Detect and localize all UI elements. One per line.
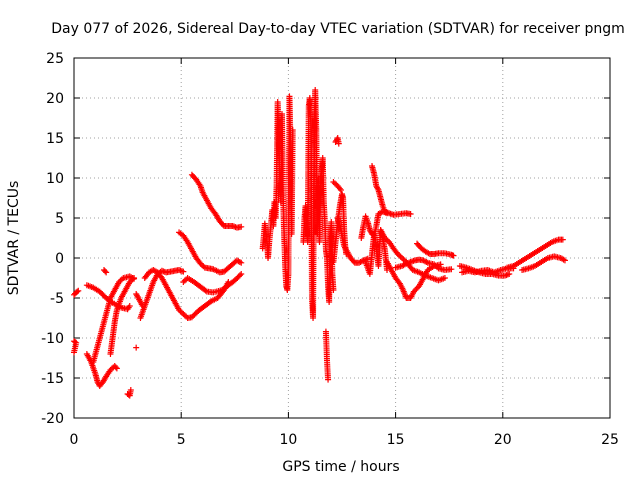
series-arc-15 [188,171,245,231]
series-arc-6 [101,267,110,276]
series-arc-16 [259,93,296,293]
y-tick-label: 0 [55,251,64,267]
y-tick-label: 25 [46,51,64,67]
data-point [238,271,245,277]
data-point [112,364,119,371]
series-arc-10 [133,344,140,351]
series-arc-20 [330,179,344,193]
series-arc-21 [332,135,342,147]
data-point [337,187,344,193]
series-arc-25 [369,163,414,218]
y-tick-label: -20 [41,411,64,427]
y-tick-label: 5 [55,211,64,227]
data-point [71,349,77,356]
data-point [236,272,243,279]
series-arc-24 [362,227,391,277]
data-point [238,223,245,230]
series-arc-11 [137,267,187,321]
data-markers [71,87,568,399]
data-point [126,303,133,309]
series-arc-4 [83,351,120,389]
series-arc-27 [384,259,444,301]
x-tick-label: 15 [387,432,405,448]
data-point [336,185,343,192]
series-arc-5 [90,273,138,365]
x-tick-label: 5 [177,432,186,448]
data-point [202,287,209,294]
data-point [238,259,245,266]
data-point [133,344,140,351]
series-arc-12 [141,267,232,321]
axis-ticks [73,57,611,419]
data-point [330,287,337,293]
x-tick-label: 20 [494,432,512,448]
series-arc-14 [180,271,245,296]
y-tick-label: -10 [41,331,64,347]
data-point [448,266,455,273]
data-point [75,287,82,294]
grid-lines [74,58,610,418]
series-arc-29 [414,240,457,259]
x-tick-label: 0 [70,432,79,448]
axis-tick-labels: 0 5 10 15 20 25 -20 -15 -10 -5 0 5 10 15 20 25 [41,51,619,448]
x-tick-label: 10 [279,432,297,448]
data-point [561,257,568,264]
series-arc-18 [322,328,332,383]
data-point [127,387,134,393]
series-arc-32 [504,236,566,271]
series-arc-28 [392,256,455,273]
series-arc-17 [300,87,337,321]
y-axis-label: SDTVAR / TECUs [6,181,22,296]
y-tick-label: 20 [46,91,64,107]
data-point [102,268,109,275]
series-arc-33 [519,253,568,273]
data-point [374,185,381,192]
y-tick-label: 10 [46,171,64,187]
chart-title: Day 077 of 2026, Sidereal Day-to-day VTE… [51,21,625,37]
x-axis-label: GPS time / hours [282,459,399,475]
data-point [407,211,414,217]
series-arc-2 [71,338,80,356]
data-point [289,127,296,133]
series-arc-22 [334,215,371,266]
series-arc-26 [377,227,448,284]
data-point [113,365,120,372]
plot-frame [73,57,611,419]
data-point [506,271,513,277]
data-point [441,275,448,281]
y-tick-label: -5 [50,291,64,307]
data-point [74,288,81,295]
data-point [450,252,457,259]
series-arc-23 [358,208,391,241]
data-point [131,275,138,281]
x-tick-label: 25 [601,432,619,448]
data-point [335,140,342,147]
series-arc-8 [124,387,134,399]
data-point [103,269,110,276]
y-tick-label: -15 [41,371,64,387]
y-tick-label: 15 [46,131,64,147]
data-point [325,376,332,383]
data-point [559,236,566,243]
data-point [364,255,371,262]
series-arc-13 [176,229,245,276]
series-arc-7 [107,275,138,357]
data-point [180,268,187,275]
series-arc-1 [71,287,82,298]
